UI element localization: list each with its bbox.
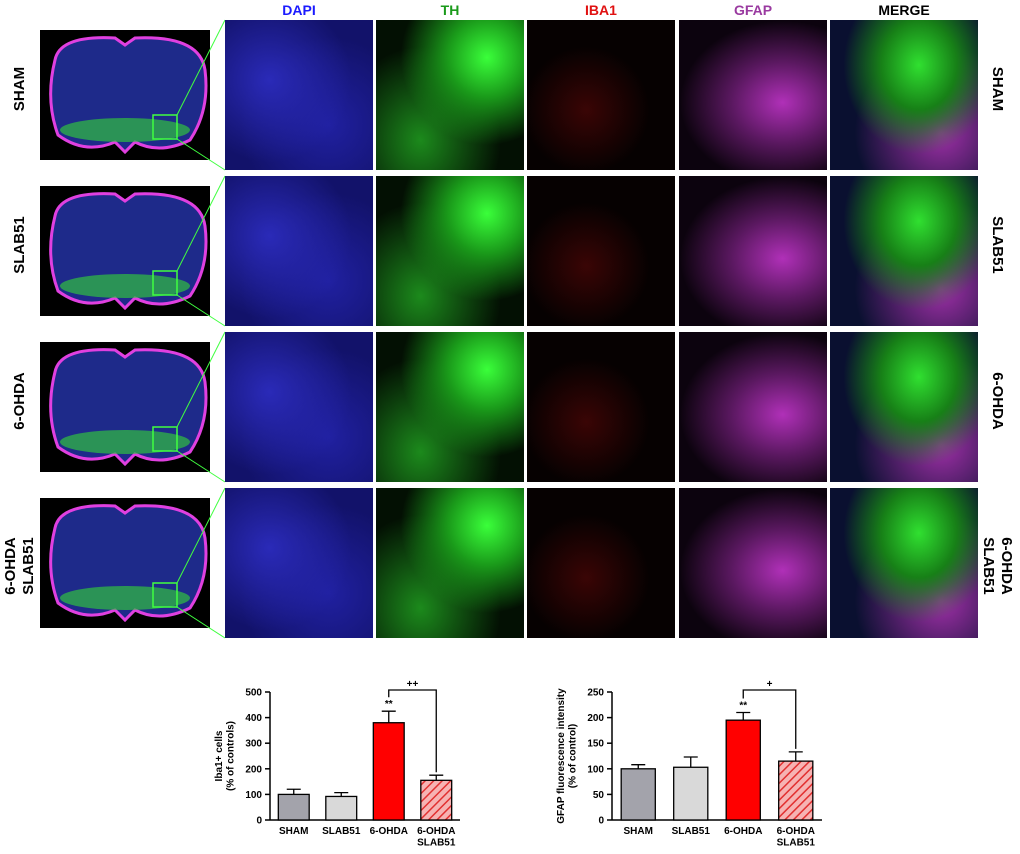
x-tick-label: SHAM xyxy=(279,826,308,837)
y-tick-label: 300 xyxy=(245,739,262,750)
y-tick-label: 150 xyxy=(587,739,604,750)
y-tick-label: 0 xyxy=(256,816,262,827)
micrograph xyxy=(830,20,978,170)
micrograph xyxy=(527,20,675,170)
micrograph xyxy=(225,20,373,170)
bar xyxy=(325,795,358,821)
zoom-line xyxy=(176,294,226,327)
y-tick-label: 400 xyxy=(245,713,262,724)
x-tick-label: SLAB51 xyxy=(672,826,711,837)
micrograph xyxy=(376,20,524,170)
bar xyxy=(778,760,814,821)
column-header: GFAP xyxy=(733,2,773,18)
roi xyxy=(152,114,178,140)
bar xyxy=(620,768,656,821)
roi xyxy=(152,582,178,608)
significance: + xyxy=(767,679,773,690)
x-tick-label: SHAM xyxy=(624,826,653,837)
zoom-line xyxy=(176,331,226,428)
micrograph xyxy=(376,332,524,482)
micrograph xyxy=(679,20,827,170)
y-tick-label: 0 xyxy=(598,816,604,827)
error-bar xyxy=(286,788,301,795)
y-tick-label: 200 xyxy=(245,764,262,775)
zoom-line xyxy=(176,175,226,272)
significance: ++ xyxy=(407,679,419,690)
zoom-line xyxy=(176,487,226,584)
column-header: TH xyxy=(440,2,460,18)
y-tick-label: 200 xyxy=(587,713,604,724)
micrograph xyxy=(830,332,978,482)
micrograph xyxy=(527,176,675,326)
error-bar xyxy=(631,764,646,769)
micrograph xyxy=(830,176,978,326)
micrograph xyxy=(225,488,373,638)
micrograph xyxy=(679,176,827,326)
significance: ** xyxy=(739,700,747,711)
micrograph xyxy=(679,488,827,638)
x-tick-label: 6-OHDA xyxy=(724,826,762,837)
micrograph xyxy=(225,176,373,326)
error-bar xyxy=(381,710,396,723)
column-header: IBA1 xyxy=(585,2,617,18)
row-label: 6-OHDA SLAB51 xyxy=(980,537,1015,595)
row-label: SLAB51 xyxy=(11,216,28,274)
roi xyxy=(152,270,178,296)
y-tick-label: 500 xyxy=(245,688,262,699)
zoom-line xyxy=(176,450,226,483)
micrograph xyxy=(679,332,827,482)
error-bar xyxy=(683,756,698,768)
error-bar xyxy=(788,751,803,762)
bracket xyxy=(742,689,797,749)
sn-band xyxy=(60,274,190,298)
zoom-line xyxy=(176,19,226,116)
significance: ** xyxy=(385,699,393,710)
micrograph xyxy=(527,488,675,638)
row-label: SHAM xyxy=(989,66,1006,112)
row-label: SHAM xyxy=(11,66,28,112)
column-header: DAPI xyxy=(282,2,316,18)
error-bar xyxy=(429,774,444,781)
x-tick-label: 6-OHDA SLAB51 xyxy=(417,826,456,849)
bracket xyxy=(388,689,437,773)
sn-band xyxy=(60,586,190,610)
x-tick-label: 6-OHDA xyxy=(370,826,408,837)
bar xyxy=(420,779,453,821)
y-tick-label: 100 xyxy=(245,790,262,801)
sn-band xyxy=(60,430,190,454)
x-tick-label: SLAB51 xyxy=(322,826,361,837)
column-header: MERGE xyxy=(878,2,930,18)
micrograph xyxy=(225,332,373,482)
bar xyxy=(725,719,761,821)
bar xyxy=(673,766,709,821)
sn-band xyxy=(60,118,190,142)
row-label: 6-OHDA xyxy=(11,372,28,430)
y-tick-label: 50 xyxy=(593,790,605,801)
row-label: SLAB51 xyxy=(989,216,1006,274)
micrograph xyxy=(527,332,675,482)
roi xyxy=(152,426,178,452)
row-label: 6-OHDA SLAB51 xyxy=(2,537,37,595)
y-axis-label: Iba1+ cells(% of controls) xyxy=(214,721,237,791)
micrograph xyxy=(376,488,524,638)
error-bar xyxy=(334,791,349,797)
y-tick-label: 250 xyxy=(587,688,604,699)
y-axis-label: GFAP fluorescence intensity(% of control… xyxy=(556,688,579,824)
y-tick-label: 100 xyxy=(587,764,604,775)
sections xyxy=(40,19,226,639)
micrograph xyxy=(830,488,978,638)
zoom-line xyxy=(176,606,226,639)
row-label: 6-OHDA xyxy=(989,372,1006,430)
zoom-line xyxy=(176,138,226,171)
micrograph xyxy=(376,176,524,326)
bar xyxy=(277,793,310,821)
x-tick-label: 6-OHDA SLAB51 xyxy=(777,826,816,849)
error-bar xyxy=(736,711,751,721)
bar xyxy=(372,722,405,821)
